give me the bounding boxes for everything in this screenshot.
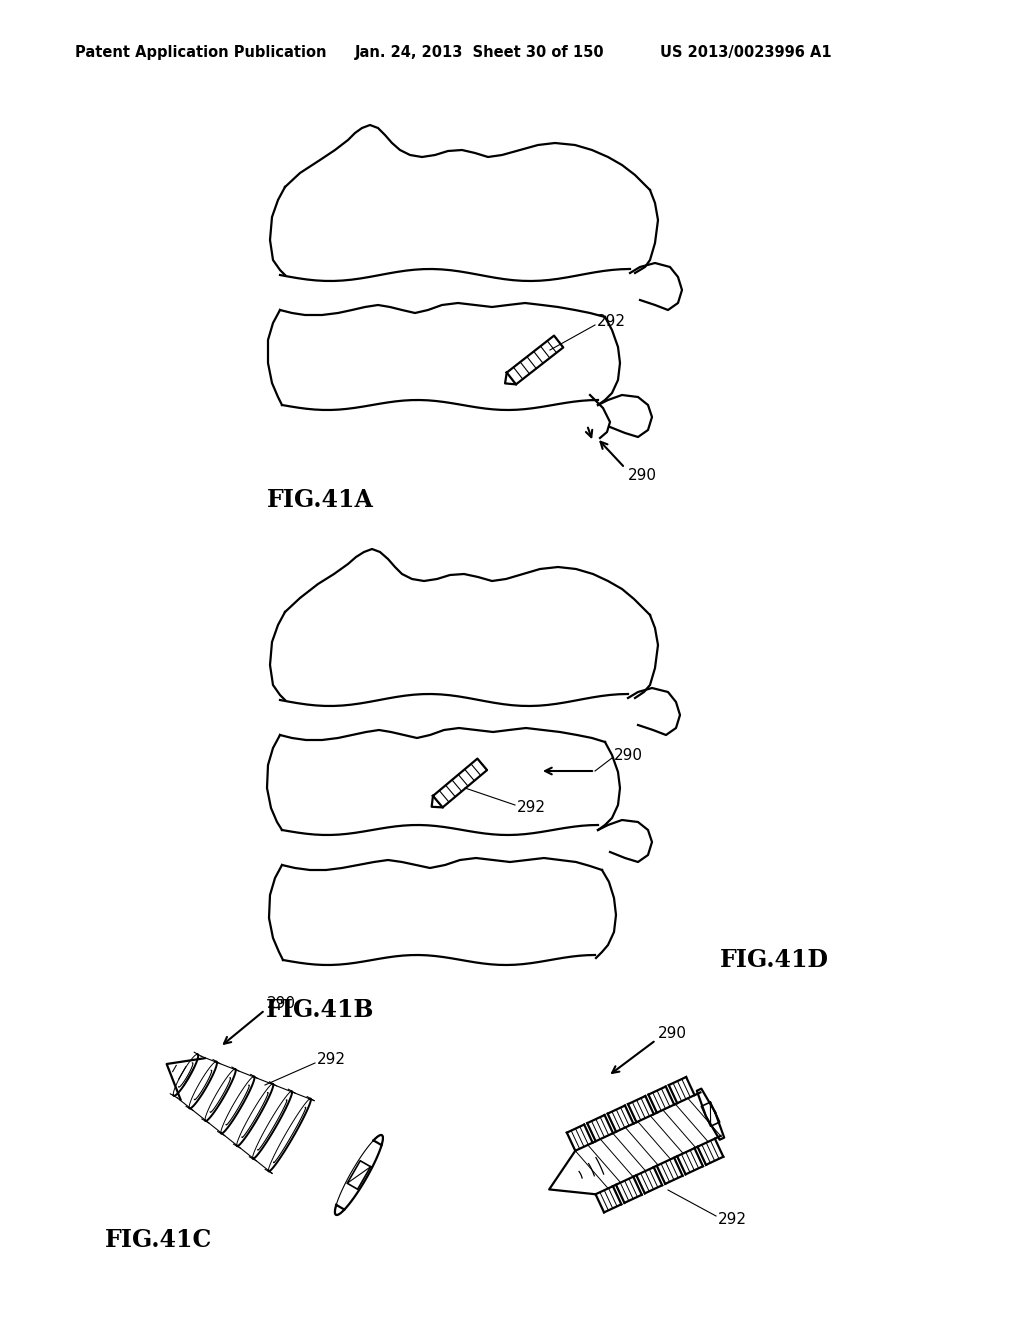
- Text: 292: 292: [597, 314, 626, 330]
- Text: FIG.41A: FIG.41A: [266, 488, 374, 512]
- Text: 292: 292: [718, 1213, 746, 1228]
- Text: Patent Application Publication: Patent Application Publication: [75, 45, 327, 59]
- Text: 290: 290: [628, 467, 657, 483]
- Text: 290: 290: [267, 995, 296, 1011]
- Text: 290: 290: [658, 1026, 687, 1040]
- Text: 292: 292: [317, 1052, 346, 1068]
- Text: Jan. 24, 2013  Sheet 30 of 150: Jan. 24, 2013 Sheet 30 of 150: [355, 45, 604, 59]
- Text: 290: 290: [614, 747, 643, 763]
- Text: FIG.41C: FIG.41C: [105, 1228, 212, 1251]
- Text: 292: 292: [517, 800, 546, 814]
- Text: US 2013/0023996 A1: US 2013/0023996 A1: [660, 45, 831, 59]
- Text: FIG.41D: FIG.41D: [720, 948, 829, 972]
- Text: FIG.41B: FIG.41B: [266, 998, 374, 1022]
